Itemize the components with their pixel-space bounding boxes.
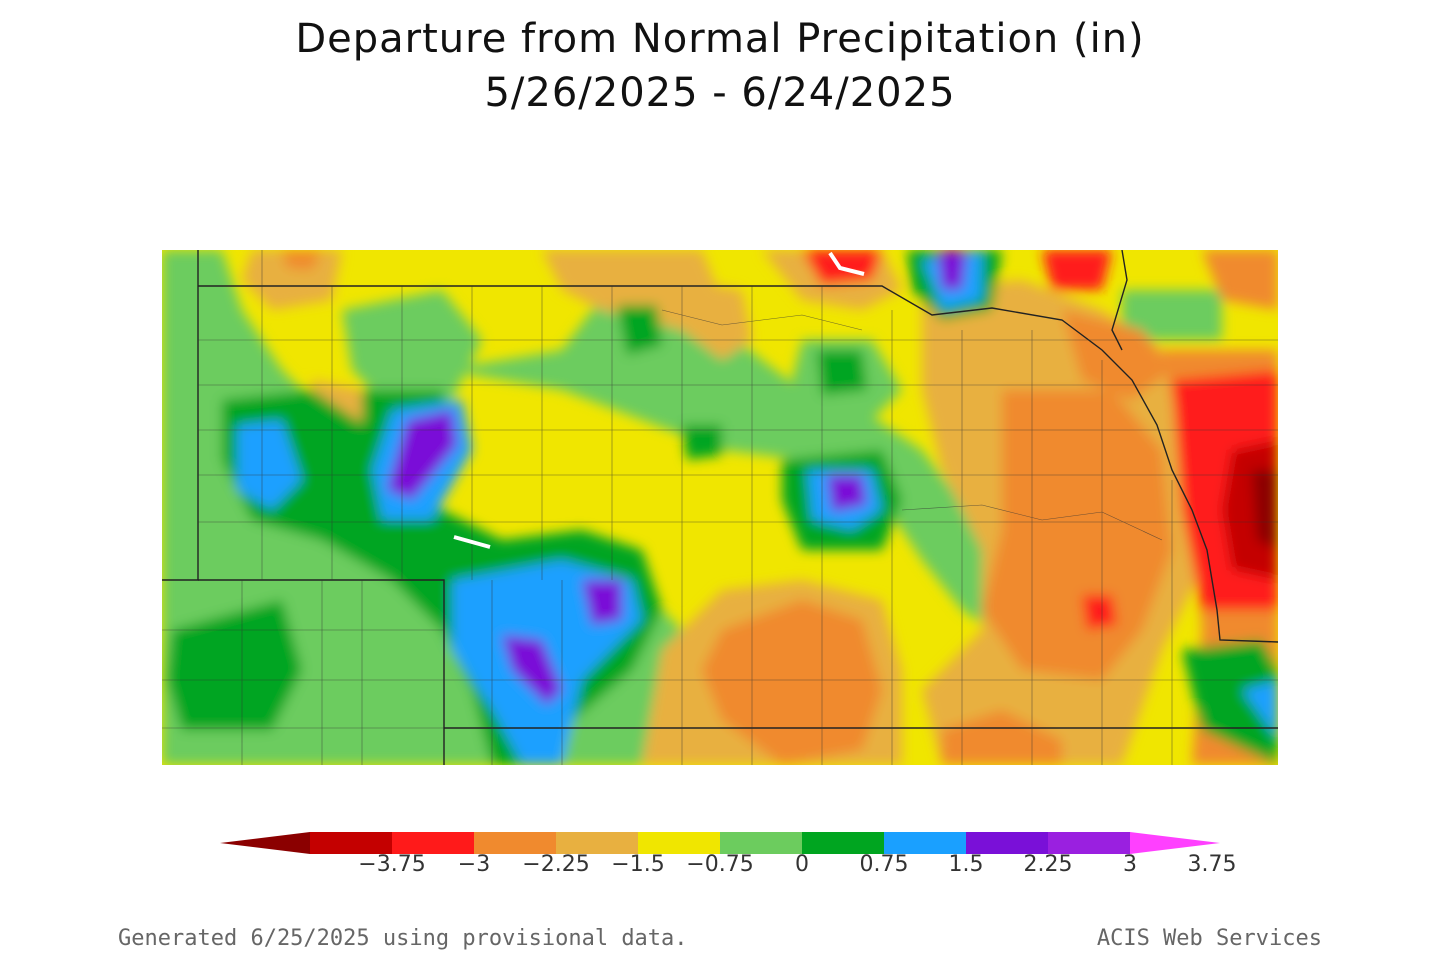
color-legend: [220, 832, 1220, 854]
legend-tick-label: 0: [795, 852, 809, 877]
legend-box: [638, 832, 721, 854]
date-range: 5/26/2025 - 6/24/2025: [484, 70, 956, 116]
legend-tick-label: 1.5: [948, 852, 984, 877]
legend-arrow-high: [1130, 832, 1220, 854]
legend-tick-label: 2.25: [1023, 852, 1073, 877]
legend-tick-label: 0.75: [859, 852, 909, 877]
precipitation-map: [162, 250, 1278, 765]
legend-tick-label: −2.25: [522, 852, 590, 877]
legend-tick-label: −3.75: [358, 852, 426, 877]
source-credit: ACIS Web Services: [1096, 926, 1322, 951]
legend-tick-label: −1.5: [611, 852, 665, 877]
legend-box: [966, 832, 1049, 854]
legend-box: [310, 832, 393, 854]
legend-tick-label: 3: [1123, 852, 1137, 877]
legend-box: [474, 832, 557, 854]
legend-tick-label: −3: [457, 852, 491, 877]
legend-tick-label: −0.75: [686, 852, 754, 877]
legend-tick-label: 3.75: [1187, 852, 1237, 877]
legend-arrow-low: [220, 832, 310, 854]
legend-box: [556, 832, 639, 854]
legend-box: [392, 832, 475, 854]
map-title: Departure from Normal Precipitation (in): [295, 16, 1145, 62]
legend-box: [884, 832, 967, 854]
legend-box: [720, 832, 803, 854]
generated-note: Generated 6/25/2025 using provisional da…: [118, 926, 688, 951]
legend-box: [802, 832, 885, 854]
legend-box: [1048, 832, 1131, 854]
